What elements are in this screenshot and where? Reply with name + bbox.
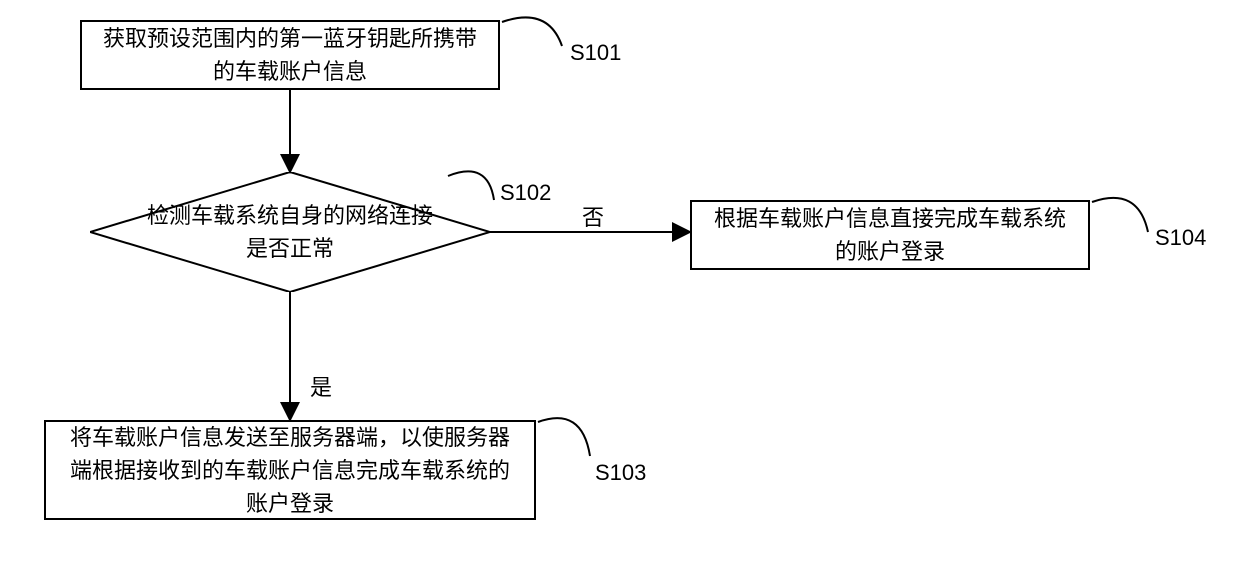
edge-label-yes: 是 xyxy=(310,370,332,402)
flow-node-text: 将车载账户信息发送至服务器端，以使服务器端根据接收到的车载账户信息完成车载系统的… xyxy=(60,421,520,520)
flow-node-text: 获取预设范围内的第一蓝牙钥匙所携带的车载账户信息 xyxy=(96,22,484,88)
step-label-s103: S103 xyxy=(595,460,646,486)
flow-node-text: 检测车载系统自身的网络连接是否正常 xyxy=(146,199,434,265)
flow-node-text: 根据车载账户信息直接完成车载系统的账户登录 xyxy=(706,202,1074,268)
step-label-s101: S101 xyxy=(570,40,621,66)
edge-label-no: 否 xyxy=(582,200,604,232)
flow-node-send-to-server: 将车载账户信息发送至服务器端，以使服务器端根据接收到的车载账户信息完成车载系统的… xyxy=(44,420,536,520)
flow-node-get-bluetooth-key-info: 获取预设范围内的第一蓝牙钥匙所携带的车载账户信息 xyxy=(80,20,500,90)
flow-node-check-network-connection: 检测车载系统自身的网络连接是否正常 xyxy=(90,172,490,292)
step-label-s104: S104 xyxy=(1155,225,1206,251)
step-label-s102: S102 xyxy=(500,180,551,206)
flow-node-direct-login: 根据车载账户信息直接完成车载系统的账户登录 xyxy=(690,200,1090,270)
